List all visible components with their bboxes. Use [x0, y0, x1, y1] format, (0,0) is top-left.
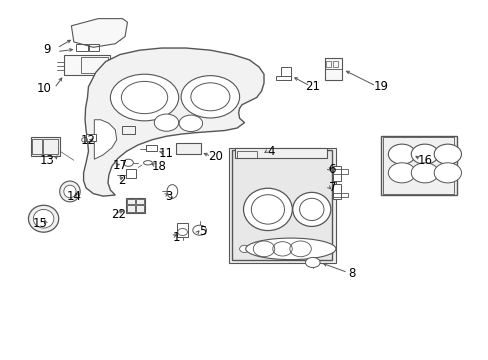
- Text: 16: 16: [417, 154, 431, 167]
- Bar: [332, 166, 340, 181]
- Bar: [332, 60, 337, 67]
- Bar: [326, 60, 330, 67]
- Ellipse shape: [190, 83, 229, 111]
- Text: 12: 12: [81, 134, 96, 147]
- Circle shape: [410, 163, 438, 183]
- Bar: [127, 199, 135, 204]
- Ellipse shape: [110, 74, 178, 121]
- Bar: [176, 143, 200, 154]
- Text: 5: 5: [199, 225, 206, 238]
- Bar: [177, 223, 187, 237]
- Bar: [126, 169, 136, 178]
- Text: 13: 13: [40, 154, 54, 167]
- Circle shape: [239, 245, 249, 252]
- Bar: [332, 184, 340, 199]
- Bar: [76, 44, 88, 51]
- Bar: [232, 150, 331, 260]
- Ellipse shape: [292, 192, 330, 226]
- Bar: [122, 126, 135, 134]
- Bar: [81, 57, 108, 73]
- Bar: [332, 193, 347, 197]
- Bar: [332, 169, 347, 174]
- Text: 8: 8: [347, 267, 355, 280]
- Polygon shape: [83, 48, 264, 196]
- Circle shape: [433, 144, 461, 164]
- Ellipse shape: [299, 198, 324, 221]
- Bar: [64, 55, 110, 75]
- Text: 2: 2: [118, 174, 125, 186]
- Text: 14: 14: [66, 190, 81, 203]
- Text: 7: 7: [328, 181, 335, 194]
- Bar: [281, 67, 290, 80]
- Bar: [276, 76, 290, 80]
- Circle shape: [387, 163, 415, 183]
- Bar: [136, 199, 144, 204]
- Text: 11: 11: [159, 147, 174, 159]
- Circle shape: [264, 245, 273, 252]
- Text: 18: 18: [151, 160, 166, 173]
- Text: 22: 22: [111, 208, 126, 221]
- Bar: [43, 139, 58, 154]
- Bar: [136, 205, 144, 212]
- Text: 3: 3: [165, 190, 172, 203]
- Text: 9: 9: [43, 42, 51, 55]
- Ellipse shape: [181, 76, 239, 118]
- Text: 6: 6: [328, 163, 335, 176]
- Text: 1: 1: [172, 231, 180, 244]
- Circle shape: [276, 245, 285, 252]
- Bar: [234, 148, 327, 158]
- Text: 10: 10: [37, 82, 52, 95]
- Text: 15: 15: [32, 216, 47, 230]
- Bar: [380, 136, 456, 195]
- Ellipse shape: [33, 210, 54, 228]
- Bar: [126, 198, 145, 213]
- Polygon shape: [71, 19, 127, 47]
- Circle shape: [433, 163, 461, 183]
- Ellipse shape: [154, 114, 178, 131]
- Bar: [32, 139, 42, 154]
- Ellipse shape: [143, 161, 152, 165]
- Ellipse shape: [28, 205, 59, 232]
- Bar: [127, 205, 135, 212]
- Text: 20: 20: [207, 150, 222, 163]
- Circle shape: [123, 159, 133, 166]
- Ellipse shape: [251, 195, 284, 224]
- Circle shape: [192, 225, 206, 235]
- Bar: [228, 148, 335, 263]
- Bar: [325, 58, 341, 80]
- Text: 21: 21: [305, 80, 320, 93]
- Ellipse shape: [243, 188, 292, 230]
- Circle shape: [251, 245, 261, 252]
- Ellipse shape: [179, 115, 202, 132]
- Bar: [325, 58, 341, 69]
- Polygon shape: [94, 120, 117, 159]
- Bar: [86, 134, 96, 140]
- Bar: [146, 145, 157, 151]
- Ellipse shape: [121, 81, 167, 114]
- Bar: [31, 137, 60, 156]
- Circle shape: [410, 144, 438, 164]
- Circle shape: [387, 144, 415, 164]
- Ellipse shape: [166, 185, 177, 198]
- Text: 4: 4: [267, 145, 275, 158]
- Text: 19: 19: [373, 80, 388, 93]
- Ellipse shape: [64, 185, 76, 198]
- Bar: [383, 137, 453, 194]
- Bar: [237, 150, 256, 158]
- Bar: [89, 44, 99, 51]
- Text: 17: 17: [112, 159, 127, 172]
- Ellipse shape: [245, 238, 335, 260]
- Ellipse shape: [60, 181, 80, 202]
- Ellipse shape: [305, 257, 320, 267]
